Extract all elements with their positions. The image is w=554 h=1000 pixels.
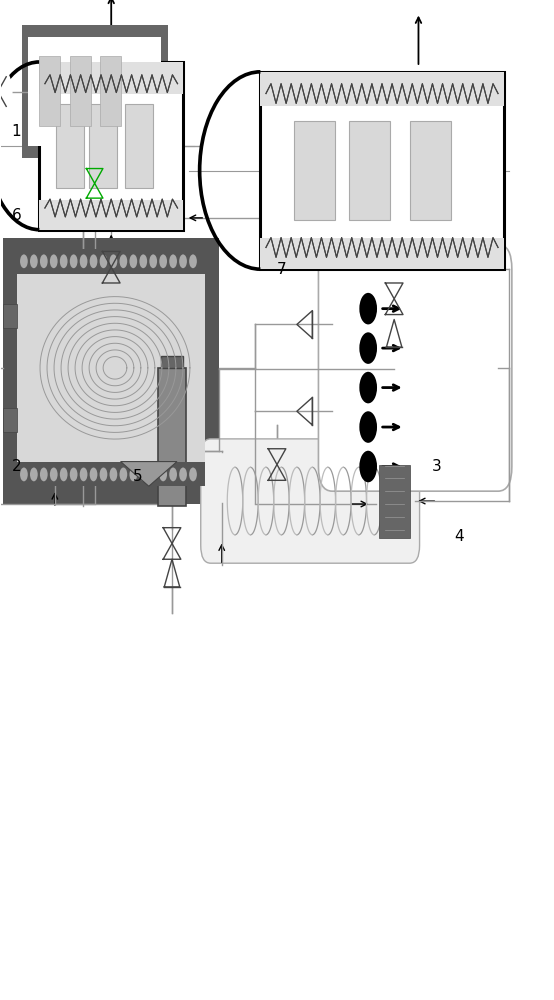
Circle shape: [179, 254, 187, 268]
Bar: [3, 238, 219, 504]
Bar: [409, 121, 451, 220]
Circle shape: [70, 254, 78, 268]
Circle shape: [60, 254, 68, 268]
Bar: [3, 408, 17, 432]
Circle shape: [80, 254, 88, 268]
Text: 2: 2: [12, 459, 22, 474]
Circle shape: [20, 254, 28, 268]
Bar: [70, 56, 91, 126]
Bar: [161, 356, 183, 368]
Bar: [17, 249, 205, 274]
Bar: [22, 25, 167, 158]
Bar: [349, 121, 390, 220]
Circle shape: [50, 254, 58, 268]
Circle shape: [110, 467, 117, 481]
Circle shape: [360, 451, 377, 482]
Circle shape: [189, 254, 197, 268]
Circle shape: [360, 293, 377, 324]
Bar: [56, 104, 84, 188]
Text: 1: 1: [12, 124, 22, 139]
Bar: [17, 462, 205, 486]
Circle shape: [20, 467, 28, 481]
Circle shape: [80, 467, 88, 481]
FancyBboxPatch shape: [201, 439, 419, 563]
Circle shape: [169, 254, 177, 268]
Bar: [39, 56, 60, 126]
Circle shape: [120, 467, 127, 481]
Bar: [158, 368, 186, 506]
Bar: [39, 62, 183, 230]
Circle shape: [40, 467, 48, 481]
Bar: [89, 104, 117, 188]
Bar: [28, 37, 161, 146]
Polygon shape: [121, 462, 177, 486]
Bar: [3, 304, 17, 328]
FancyBboxPatch shape: [319, 245, 512, 491]
Bar: [260, 72, 504, 269]
Circle shape: [110, 254, 117, 268]
Text: 7: 7: [277, 262, 286, 277]
Circle shape: [30, 254, 38, 268]
Circle shape: [360, 411, 377, 443]
Text: 5: 5: [134, 469, 143, 484]
Bar: [17, 249, 205, 486]
Bar: [39, 62, 183, 94]
Circle shape: [120, 254, 127, 268]
Text: 3: 3: [432, 459, 442, 474]
Circle shape: [70, 467, 78, 481]
Circle shape: [169, 467, 177, 481]
Bar: [100, 56, 121, 126]
Circle shape: [150, 467, 157, 481]
Bar: [39, 200, 183, 230]
Circle shape: [60, 467, 68, 481]
Circle shape: [360, 372, 377, 403]
Circle shape: [0, 67, 12, 116]
Circle shape: [140, 254, 147, 268]
Circle shape: [90, 254, 98, 268]
Circle shape: [100, 467, 107, 481]
Bar: [260, 72, 504, 106]
Text: 6: 6: [12, 208, 22, 223]
Circle shape: [140, 467, 147, 481]
Circle shape: [150, 254, 157, 268]
Circle shape: [90, 467, 98, 481]
Circle shape: [130, 467, 137, 481]
Text: 4: 4: [454, 529, 464, 544]
Circle shape: [189, 467, 197, 481]
Circle shape: [160, 254, 167, 268]
Circle shape: [130, 254, 137, 268]
Circle shape: [100, 254, 107, 268]
Circle shape: [40, 254, 48, 268]
Circle shape: [160, 467, 167, 481]
Circle shape: [179, 467, 187, 481]
Circle shape: [360, 332, 377, 364]
Bar: [260, 238, 504, 269]
Bar: [125, 104, 153, 188]
Bar: [379, 465, 409, 538]
Circle shape: [30, 467, 38, 481]
Bar: [294, 121, 335, 220]
Circle shape: [50, 467, 58, 481]
